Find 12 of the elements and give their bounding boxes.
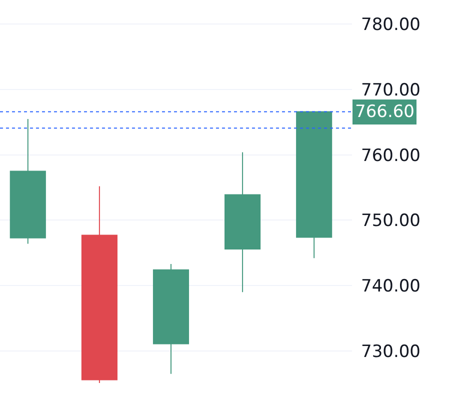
candlestick [81,186,118,384]
candlestick [152,264,190,374]
y-tick-label: 760.00 [361,146,420,166]
y-tick-label: 730.00 [361,342,420,362]
y-tick-label: 780.00 [361,15,420,36]
y-tick-label: 740.00 [361,276,420,297]
y-tick-label: 750.00 [361,211,420,232]
candlestick [10,118,46,244]
y-tick-label: 770.00 [361,80,420,100]
candlestick [224,152,261,293]
candlestick [296,111,332,259]
ref-line-label: 766.60 [355,102,414,122]
